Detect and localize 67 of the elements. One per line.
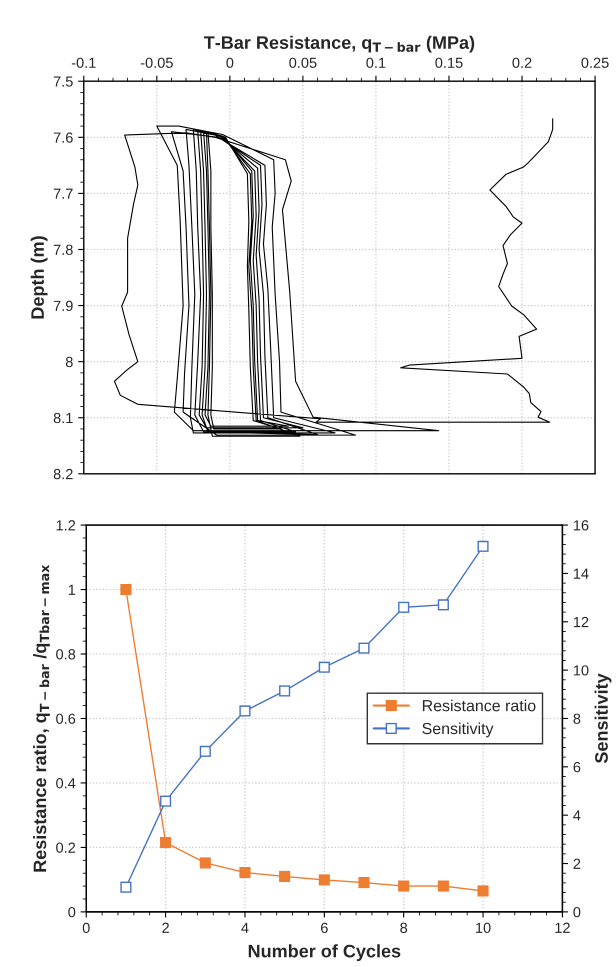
y-tick-label: 7.9 (54, 300, 73, 311)
y2-tick-label: 12 (574, 616, 588, 628)
y2-tick-label: 0 (573, 906, 580, 918)
point (398, 880, 410, 892)
y-tick-label: 0.8 (56, 649, 76, 660)
point (477, 885, 489, 896)
point (279, 685, 290, 696)
y-tick-label: 1.2 (56, 520, 76, 530)
x-tick-label: 4 (241, 922, 249, 933)
point (120, 882, 132, 893)
point (398, 602, 410, 613)
y-tick-label: 0 (68, 906, 76, 918)
y2-tick-label: 16 (574, 520, 588, 531)
point (358, 876, 370, 888)
y-tick-label: 8.1 (54, 412, 73, 424)
y2-tick-label: 8 (573, 714, 580, 724)
x-tick-label: 0.25 (581, 58, 609, 68)
legend-label: Resistance ratio (422, 700, 536, 712)
y-tick-label: 0.2 (56, 842, 76, 853)
point (438, 599, 449, 610)
point (279, 870, 290, 882)
point (160, 837, 172, 848)
y-tick-label: 7.7 (54, 188, 73, 199)
point (358, 642, 370, 654)
y2-tick-label: 6 (574, 762, 580, 772)
point (239, 705, 251, 717)
y2-axis-title: Sensitivity (594, 673, 612, 764)
point (477, 540, 489, 552)
point (120, 584, 132, 596)
x-tick-label: 0.2 (512, 58, 532, 68)
x-tick-label: 0 (226, 58, 234, 68)
x-tick-label: 0.15 (435, 58, 463, 68)
point (200, 857, 211, 868)
x-axis-title: Number of Cycles (248, 944, 400, 962)
x-tick-label: 2 (162, 922, 169, 933)
y-tick-label: 0.4 (56, 778, 76, 788)
point (200, 746, 211, 757)
point (239, 867, 251, 878)
legend-label: Sensitivity (422, 722, 494, 738)
line-series (114, 118, 554, 437)
x-tick-label: 0 (82, 922, 90, 934)
point (160, 796, 172, 807)
y-tick-label: 0.6 (56, 714, 76, 724)
y2-tick-label: 10 (574, 665, 588, 676)
x-tick-label: 0.05 (289, 58, 316, 68)
y-tick-label: 8.2 (54, 468, 73, 480)
y-tick-label: 8 (66, 356, 73, 368)
y-axis-title: Resistance ratio, q$_{T−bar}$ /q$_{Tbar−max}$ (33, 564, 50, 872)
y2-tick-label: 4 (573, 810, 581, 820)
x-tick-label: 0.1 (366, 58, 386, 68)
point (438, 880, 449, 892)
x-tick-label: 12 (555, 922, 570, 933)
x-tick-label: 10 (476, 922, 491, 934)
x-tick-label: 8 (400, 922, 408, 934)
y-axis-title: Depth (m) (30, 236, 48, 318)
y-tick-label: 1 (68, 584, 76, 595)
point (318, 874, 330, 886)
y2-tick-label: 2 (574, 858, 580, 869)
y-tick-label: 7.5 (54, 76, 73, 87)
x-tick-label: -0.1 (72, 58, 96, 68)
y-tick-label: 7.8 (54, 244, 73, 255)
point (318, 662, 330, 673)
y2-tick-label: 14 (574, 568, 589, 579)
x-tick-label: 6 (321, 922, 328, 934)
x-tick-label: -0.05 (140, 58, 173, 68)
y-tick-label: 7.6 (54, 132, 73, 143)
x-axis-title: T-Bar Resistance, q$_{T−bar}$ (MPa) (204, 36, 474, 53)
